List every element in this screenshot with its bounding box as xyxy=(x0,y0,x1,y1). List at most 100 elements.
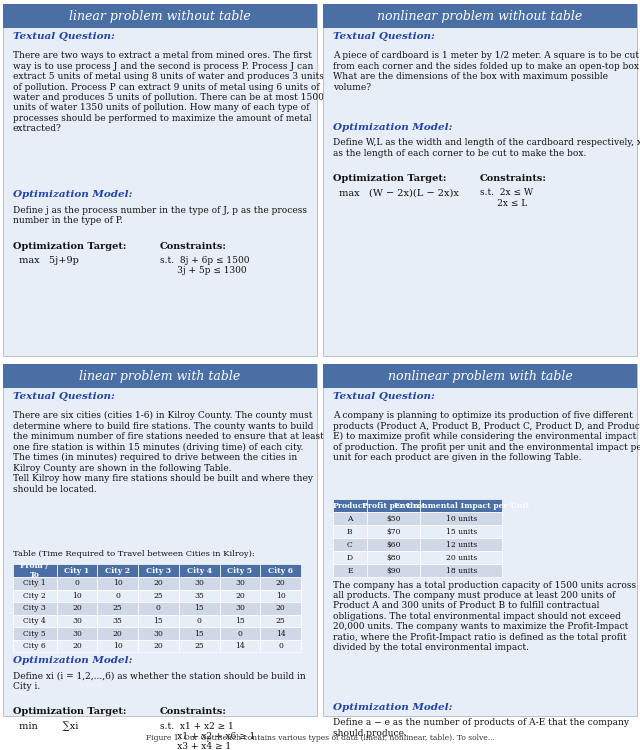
Text: 10: 10 xyxy=(113,579,122,587)
Bar xyxy=(367,500,420,512)
Text: City 2: City 2 xyxy=(23,592,46,600)
Text: Define xi (i = 1,2,...,6) as whether the station should be build in
City i.: Define xi (i = 1,2,...,6) as whether the… xyxy=(13,672,305,692)
Bar xyxy=(138,627,179,640)
Bar xyxy=(333,525,367,538)
Text: D: D xyxy=(347,554,353,562)
Text: Textual Question:: Textual Question: xyxy=(13,32,115,41)
Text: 20: 20 xyxy=(113,629,122,638)
Bar xyxy=(56,590,97,602)
Bar xyxy=(97,627,138,640)
Text: E: E xyxy=(347,566,353,574)
Text: Optimization Model:: Optimization Model: xyxy=(333,703,452,712)
Text: $80: $80 xyxy=(387,554,401,562)
Bar xyxy=(179,640,220,652)
Text: 30: 30 xyxy=(195,579,204,587)
Text: 0: 0 xyxy=(196,617,202,625)
Text: Profit per Unit: Profit per Unit xyxy=(362,502,426,510)
Bar xyxy=(179,590,220,602)
Text: $70: $70 xyxy=(387,528,401,536)
Bar xyxy=(260,640,301,652)
Bar xyxy=(13,590,56,602)
Text: Define W,L as the width and length of the cardboard respectively, x
as the lengt: Define W,L as the width and length of th… xyxy=(333,139,640,158)
Bar xyxy=(13,640,56,652)
Bar xyxy=(220,640,260,652)
Text: Figure 1: Our OptiBench contains various types of data (linear, nonlinear, table: Figure 1: Our OptiBench contains various… xyxy=(145,734,495,742)
Text: A piece of cardboard is 1 meter by 1/2 meter. A square is to be cut
from each co: A piece of cardboard is 1 meter by 1/2 m… xyxy=(333,51,640,92)
Text: s.t.  x1 + x2 ≥ 1
      x1 + x2 + x6 ≥ 1
      x3 + x4 ≥ 1
      x3 + x4 + x5 ≥ : s.t. x1 + x2 ≥ 1 x1 + x2 + x6 ≥ 1 x3 + x… xyxy=(160,722,255,750)
Bar xyxy=(179,615,220,627)
Text: There are six cities (cities 1-6) in Kilroy County. The county must
determine wh: There are six cities (cities 1-6) in Kil… xyxy=(13,411,323,494)
Bar xyxy=(220,564,260,577)
Bar xyxy=(367,512,420,525)
Text: Optimization Target:: Optimization Target: xyxy=(13,707,126,716)
Bar xyxy=(367,551,420,564)
Text: $50: $50 xyxy=(387,514,401,523)
Bar xyxy=(138,590,179,602)
Text: City 2: City 2 xyxy=(105,566,130,574)
Text: 0: 0 xyxy=(74,579,79,587)
Text: City 6: City 6 xyxy=(268,566,293,574)
Text: City 5: City 5 xyxy=(23,629,46,638)
Text: max   (W − 2x)(L − 2x)x: max (W − 2x)(L − 2x)x xyxy=(339,188,459,197)
Bar xyxy=(13,602,56,615)
Text: 30: 30 xyxy=(235,604,245,613)
Bar xyxy=(323,4,637,28)
Text: min        ∑xi: min ∑xi xyxy=(19,722,78,731)
Text: Optimization Model:: Optimization Model: xyxy=(13,190,132,200)
Text: Environmental Impact per Unit: Environmental Impact per Unit xyxy=(394,502,529,510)
Bar xyxy=(333,512,367,525)
Bar xyxy=(420,551,502,564)
Text: Optimization Model:: Optimization Model: xyxy=(333,122,452,131)
Text: A company is planning to optimize its production of five different
products (Pro: A company is planning to optimize its pr… xyxy=(333,411,640,462)
Text: Optimization Target:: Optimization Target: xyxy=(13,242,126,250)
Bar xyxy=(56,577,97,590)
Bar xyxy=(367,564,420,577)
Bar xyxy=(179,602,220,615)
Text: Product: Product xyxy=(333,502,367,510)
Bar xyxy=(420,564,502,577)
Text: 15: 15 xyxy=(235,617,245,625)
Text: 14: 14 xyxy=(235,642,245,650)
Text: linear problem without table: linear problem without table xyxy=(69,10,251,22)
Bar xyxy=(97,590,138,602)
Text: 0: 0 xyxy=(278,642,283,650)
Bar xyxy=(3,4,317,28)
Text: Textual Question:: Textual Question: xyxy=(333,392,435,401)
Bar xyxy=(220,627,260,640)
Bar xyxy=(97,640,138,652)
Text: nonlinear problem without table: nonlinear problem without table xyxy=(378,10,582,22)
Bar xyxy=(420,512,502,525)
Text: City 1: City 1 xyxy=(65,566,90,574)
Text: B: B xyxy=(347,528,353,536)
Text: $60: $60 xyxy=(387,541,401,549)
Text: 25: 25 xyxy=(154,592,163,600)
Text: 0: 0 xyxy=(115,592,120,600)
Bar xyxy=(97,615,138,627)
Text: Optimization Target:: Optimization Target: xyxy=(333,174,446,183)
Bar xyxy=(138,640,179,652)
Bar xyxy=(323,364,637,388)
Bar xyxy=(367,538,420,551)
Bar xyxy=(333,500,367,512)
Text: 20: 20 xyxy=(276,579,285,587)
Text: 20: 20 xyxy=(276,604,285,613)
Bar xyxy=(220,602,260,615)
Bar xyxy=(420,500,502,512)
Bar xyxy=(179,577,220,590)
Text: Constraints:: Constraints: xyxy=(480,174,547,183)
Text: linear problem with table: linear problem with table xyxy=(79,370,241,382)
Bar xyxy=(333,538,367,551)
Bar xyxy=(138,615,179,627)
Text: From /
To: From / To xyxy=(20,562,49,579)
Bar xyxy=(56,564,97,577)
Text: 0: 0 xyxy=(237,629,243,638)
Bar xyxy=(138,602,179,615)
Text: 20 units: 20 units xyxy=(445,554,477,562)
Bar xyxy=(13,615,56,627)
Bar xyxy=(138,577,179,590)
Bar xyxy=(56,615,97,627)
Bar xyxy=(13,564,56,577)
Bar xyxy=(56,602,97,615)
Text: There are two ways to extract a metal from mined ores. The first
way is to use p: There are two ways to extract a metal fr… xyxy=(13,51,323,134)
Text: 30: 30 xyxy=(72,629,82,638)
